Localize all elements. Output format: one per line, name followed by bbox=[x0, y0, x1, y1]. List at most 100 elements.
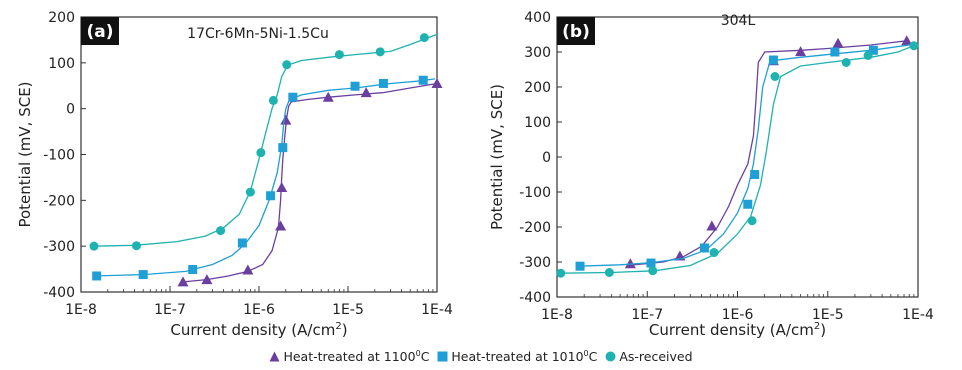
panel-b-ylabel: Potential (mV, SCE) bbox=[488, 84, 506, 230]
panel-a-series-as-received-point bbox=[256, 148, 266, 158]
triangle-marker-icon bbox=[269, 351, 280, 362]
legend-sup-1010: 0 bbox=[583, 349, 589, 358]
panel-a-series-1010-point bbox=[378, 78, 388, 88]
panel-a-series-as-received-line bbox=[93, 33, 438, 247]
panel-a-plot-frame bbox=[80, 16, 438, 293]
panel-b-label-box bbox=[557, 17, 595, 45]
panel-b-series-1010-point bbox=[699, 243, 709, 253]
panel-a-ytick-label: -100 bbox=[43, 148, 75, 164]
panel-b-ytick-label: -200 bbox=[519, 220, 551, 236]
panel-a-series-1010-point bbox=[237, 238, 247, 248]
panel-a-series-1100-point bbox=[275, 220, 287, 231]
panel-b-series-1010-line bbox=[577, 44, 910, 267]
panel-a-series-as-received-point bbox=[375, 47, 385, 57]
panel-a-ytick-label: 200 bbox=[48, 10, 75, 26]
panel-b-xtick-label: 1E-6 bbox=[722, 307, 754, 323]
panel-a-ytick-label: 0 bbox=[66, 102, 75, 118]
legend-label-as-received: As-received bbox=[619, 349, 693, 365]
panel-b-series-as-received-point bbox=[770, 72, 780, 81]
panel-a-series-as-received-point bbox=[282, 60, 292, 70]
panel-b-series-as-received-point bbox=[747, 216, 757, 226]
panel-a-ylabel: Potential (mV, SCE) bbox=[16, 81, 34, 227]
panel-b-series-1100-point bbox=[624, 258, 636, 269]
panel-a-series-1100-point bbox=[242, 264, 254, 275]
panel-a-series-1010-point bbox=[92, 271, 102, 281]
panel-b-ytick-label: 400 bbox=[524, 10, 551, 26]
legend-label-1010: Heat-treated at 1010 bbox=[451, 349, 584, 365]
panel-a-series-1100-point bbox=[280, 114, 292, 125]
panel-a-series-as-received-point bbox=[334, 50, 344, 60]
legend: Heat-treated at 11000C Heat-treated at 1… bbox=[0, 349, 962, 364]
panel-b-series-as-received-point bbox=[841, 58, 851, 67]
panel-a-series-1010-point bbox=[278, 143, 288, 153]
panel-b-series-1100-point bbox=[706, 220, 718, 231]
panel-b-ytick-label: -300 bbox=[519, 255, 551, 271]
legend-sup-1100: 0 bbox=[415, 349, 421, 358]
panel-b-series-1100-line bbox=[627, 40, 907, 267]
panel-b-ytick-label: 300 bbox=[524, 45, 551, 61]
panel-a-series-as-received-point bbox=[245, 187, 255, 197]
panel-b-series-1100-point bbox=[832, 37, 844, 48]
panel-b-series-1010-point bbox=[768, 55, 778, 65]
panel-a-ytick-label: 100 bbox=[48, 56, 75, 72]
panel-b-series-1010-point bbox=[575, 261, 585, 271]
panel-a-xtick-label: 1E-7 bbox=[154, 302, 186, 318]
panel-a-series-as-received-point bbox=[89, 241, 99, 251]
square-marker-icon bbox=[437, 351, 448, 362]
panel-b-title: 304L bbox=[721, 13, 756, 29]
panel-b-series-as-received-point bbox=[648, 266, 658, 276]
panel-a-ytick-label: -300 bbox=[43, 239, 75, 255]
panel-a-series-1100-point bbox=[322, 91, 334, 102]
panel-b-series-1100-point bbox=[795, 46, 807, 57]
panel-a-label-box bbox=[81, 17, 119, 45]
legend-item-1010: Heat-treated at 10100C bbox=[437, 349, 597, 364]
panel-a-series-1010-line bbox=[93, 78, 436, 277]
panel-a-xtick-label: 1E-8 bbox=[65, 302, 97, 318]
panel-a-label: (a) bbox=[86, 22, 113, 42]
panel-a-series-1100-line bbox=[182, 82, 438, 283]
panel-a-series-1010-point bbox=[266, 191, 276, 201]
panel-b-series-as-received-line bbox=[560, 45, 915, 274]
panel-a-title: 17Cr-6Mn-5Ni-1.5Cu bbox=[187, 26, 329, 42]
panel-a: -400 -300 -200 -100 0 100 200 1E-8 1E-7 1E-6 1E-5 1… bbox=[16, 10, 453, 339]
panel-b-ytick-label: 200 bbox=[524, 80, 551, 96]
panel-a-series-as-received-point bbox=[216, 226, 226, 236]
legend-item-as-received: As-received bbox=[605, 349, 693, 365]
legend-item-1100: Heat-treated at 11000C bbox=[269, 349, 429, 364]
panel-a-series-1010-point bbox=[288, 92, 298, 102]
panel-b-ytick-label: -100 bbox=[519, 185, 551, 201]
panel-a-series-1100-point bbox=[431, 77, 443, 88]
legend-label-1100: Heat-treated at 1100 bbox=[283, 349, 416, 365]
panel-b-xtick-label: 1E-8 bbox=[541, 307, 573, 323]
panel-a-series-1010-point bbox=[188, 265, 198, 275]
panel-a-series-as-received-point bbox=[131, 241, 141, 251]
panel-b-series-1010-point bbox=[750, 170, 760, 179]
legend-unit-1010: C bbox=[588, 349, 598, 365]
panel-b-series-1010-point bbox=[868, 45, 878, 55]
panel-a-xtick-label: 1E-4 bbox=[421, 302, 453, 318]
panel-b: -400 -300 -200 -100 0 100 200 300 400 1E-8 1E-7 1E-… bbox=[488, 10, 934, 339]
panel-b-plot-frame bbox=[556, 16, 919, 298]
panel-a-series-1100-point bbox=[201, 274, 213, 285]
panel-a-series-1010-point bbox=[350, 81, 360, 91]
panel-b-xtick-label: 1E-7 bbox=[631, 307, 663, 323]
panel-b-series-1010-point bbox=[646, 258, 656, 268]
panel-a-series-1100-point bbox=[177, 276, 189, 287]
circle-marker-icon bbox=[605, 351, 616, 362]
panel-a-xtick-label: 1E-6 bbox=[243, 302, 275, 318]
panel-b-series-as-received-point bbox=[604, 268, 614, 277]
panel-b-xlabel: Current density (A/cm2) bbox=[649, 321, 826, 339]
panel-a-series-as-received-point bbox=[419, 33, 429, 43]
panel-b-series-1010-point bbox=[743, 199, 753, 209]
panel-b-series-as-received-point bbox=[556, 268, 566, 278]
panel-b-series-as-received-point bbox=[709, 248, 719, 258]
panel-b-label: (b) bbox=[562, 22, 590, 42]
panel-a-series-1100-point bbox=[276, 182, 288, 192]
panel-a-series-1100-point bbox=[360, 87, 372, 98]
panel-a-series-as-received-point bbox=[268, 95, 278, 105]
panel-b-ytick-label: -400 bbox=[519, 290, 551, 306]
panel-a-ytick-label: -200 bbox=[43, 193, 75, 209]
panel-a-ytick-label: -400 bbox=[43, 285, 75, 301]
panel-a-xtick-label: 1E-5 bbox=[332, 302, 364, 318]
